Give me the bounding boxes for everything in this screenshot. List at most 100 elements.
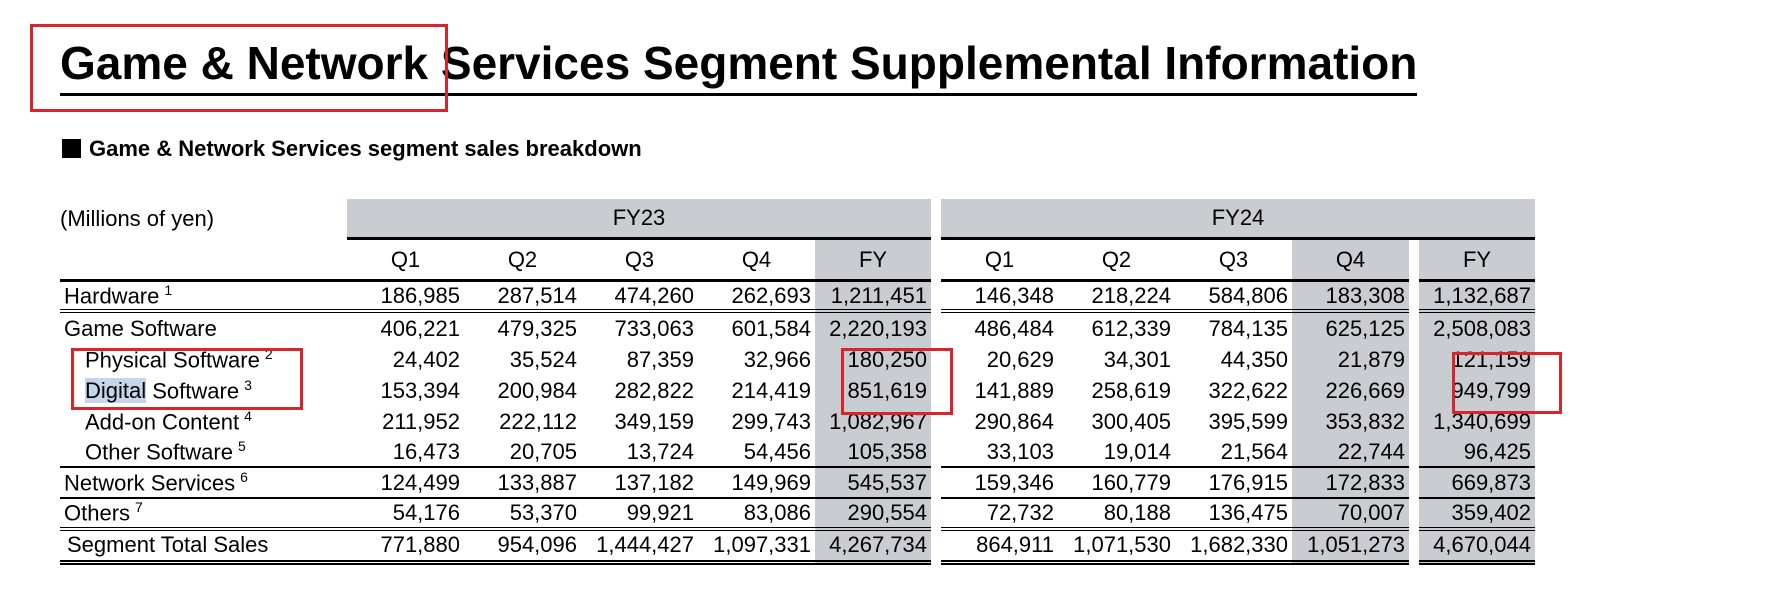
value-cell: 218,224 (1058, 282, 1175, 314)
value-cell: 180,250 (815, 344, 931, 376)
column-gap (931, 406, 941, 438)
sales-breakdown-table: FY23 FY24 Q1 Q2 Q3 Q4 FY Q1 Q2 Q3 Q4 FY … (60, 199, 1535, 565)
table-row: Physical Software 2 24,402 35,524 87,359 32,9… (60, 344, 1535, 376)
value-cell: 4,670,044 (1419, 530, 1535, 565)
value-cell: 4,267,734 (815, 530, 931, 565)
value-cell: 149,969 (698, 468, 815, 500)
value-cell: 200,984 (497, 377, 577, 403)
table-row: Segment Total Sales 771,880 954,096 1,444,4… (60, 530, 1535, 565)
value-cell: 479,325 (497, 315, 577, 341)
units-label: (Millions of yen) (60, 206, 215, 231)
table-row: Add-on Content 4 211,952 222,112 349,159 299,… (60, 406, 1535, 438)
value-cell: 612,339 (1091, 315, 1171, 341)
value-cell: 136,475 (1175, 499, 1292, 531)
value-cell: 784,135 (1208, 315, 1288, 341)
value-cell: 20,629 (986, 346, 1054, 372)
column-gap (931, 530, 941, 565)
row-label: Physical Software 2 (60, 344, 347, 375)
column-gap (931, 499, 941, 531)
selected-text: Digital (85, 378, 147, 404)
col-header: FY (1419, 240, 1535, 282)
value-cell: 146,348 (941, 282, 1058, 314)
row-label-text: Others (64, 500, 131, 526)
value-cell: 1,097,331 (698, 531, 815, 565)
value-cell: 80,188 (1058, 499, 1175, 531)
row-label: Hardware 1 (60, 282, 347, 314)
value-cell: 299,743 (731, 408, 811, 434)
column-gap (1409, 499, 1419, 531)
header-spacer (60, 199, 347, 240)
value-cell: 262,693 (698, 282, 815, 314)
year-header-row: FY23 FY24 (60, 199, 1535, 240)
value-cell: 287,514 (464, 282, 581, 314)
value-cell: 44,350 (1220, 346, 1288, 372)
value-cell: 159,346 (941, 468, 1058, 500)
value-cell: 83,086 (698, 499, 815, 531)
value-cell: 34,301 (1103, 346, 1171, 372)
value-cell: 282,822 (614, 377, 694, 403)
value-cell: 949,799 (1419, 375, 1535, 407)
value-cell: 133,887 (464, 468, 581, 500)
value-cell: 300,405 (1091, 408, 1171, 434)
column-gap (931, 437, 941, 469)
value-cell: 406,221 (380, 315, 460, 341)
row-label-text: Software (146, 378, 240, 404)
column-gap (931, 282, 941, 314)
column-gap (1409, 530, 1419, 565)
column-gap (931, 375, 941, 407)
value-cell: 584,806 (1175, 282, 1292, 314)
row-label: Digital Software 3 (60, 375, 347, 406)
col-header: Q3 (581, 240, 698, 282)
value-cell: 322,622 (1208, 377, 1288, 403)
value-cell: 33,103 (941, 437, 1058, 469)
row-label-text: Segment Total Sales (67, 532, 269, 558)
footnote-marker: 5 (237, 438, 246, 455)
value-cell: 72,732 (941, 499, 1058, 531)
column-gap (1409, 375, 1419, 407)
value-cell: 87,359 (626, 346, 694, 372)
column-gap (1409, 313, 1419, 345)
quarter-header-row: Q1 Q2 Q3 Q4 FY Q1 Q2 Q3 Q4 FY (60, 240, 1535, 282)
value-cell: 353,832 (1292, 406, 1409, 438)
table-row: Network Services 6 124,499 133,887 137,182 14… (60, 468, 1535, 500)
column-gap (1409, 437, 1419, 469)
value-cell: 176,915 (1175, 468, 1292, 500)
value-cell: 183,308 (1292, 282, 1409, 314)
value-cell: 24,402 (392, 346, 460, 372)
footnote-marker: 2 (264, 346, 273, 363)
value-cell: 954,096 (464, 531, 581, 565)
row-label-text: Add-on Content (85, 409, 240, 435)
row-label-text: Other Software (85, 439, 233, 465)
table-row: Game Software 406,221 479,325 733,063 601,58… (60, 313, 1535, 345)
value-cell: 1,682,330 (1175, 531, 1292, 565)
value-cell: 474,260 (581, 282, 698, 314)
value-cell: 1,071,530 (1058, 531, 1175, 565)
value-cell: 186,985 (347, 282, 464, 314)
value-cell: 669,873 (1419, 468, 1535, 500)
column-gap (1409, 282, 1419, 314)
value-cell: 486,484 (974, 315, 1054, 341)
value-cell: 290,864 (974, 408, 1054, 434)
value-cell: 141,889 (974, 377, 1054, 403)
value-cell: 395,599 (1208, 408, 1288, 434)
table-row: Hardware 1 186,985 287,514 474,260 262,693 1,2… (60, 282, 1535, 314)
footnote-marker: 6 (240, 469, 248, 486)
value-cell: 601,584 (731, 315, 811, 341)
value-cell: 21,879 (1292, 344, 1409, 376)
value-cell: 2,508,083 (1419, 313, 1535, 345)
header-label-spacer (60, 240, 347, 282)
value-cell: 137,182 (581, 468, 698, 500)
row-label-text: Network Services (64, 470, 236, 496)
col-header: Q2 (464, 240, 581, 282)
column-gap (1409, 344, 1419, 376)
value-cell: 54,456 (698, 437, 815, 469)
value-cell: 349,159 (614, 408, 694, 434)
value-cell: 53,370 (464, 499, 581, 531)
footnote-marker: 1 (164, 282, 173, 298)
value-cell: 851,619 (815, 375, 931, 407)
value-cell: 160,779 (1058, 468, 1175, 500)
value-cell: 99,921 (581, 499, 698, 531)
column-gap (1409, 406, 1419, 438)
row-label: Add-on Content 4 (60, 406, 347, 437)
col-header: Q4 (1292, 240, 1409, 282)
